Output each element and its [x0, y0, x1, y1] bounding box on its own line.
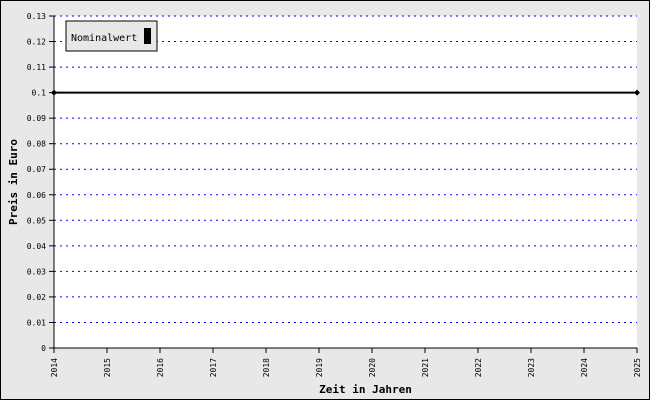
y-tick-label: 0.11: [27, 63, 46, 72]
y-tick-label: 0.03: [27, 267, 46, 276]
data-point: [634, 89, 640, 96]
x-tick-label: 2020: [368, 358, 377, 377]
y-tick-label: 0.04: [27, 242, 46, 251]
plot-area: [54, 16, 637, 348]
y-tick-label: 0: [41, 344, 46, 353]
y-tick-label: 0.02: [27, 293, 46, 302]
y-tick-label: 0.13: [27, 12, 46, 21]
x-tick-label: 2019: [315, 358, 324, 377]
legend-swatch: [144, 28, 151, 44]
y-tick-label: 0.01: [27, 318, 46, 327]
x-tick-label: 2021: [421, 358, 430, 377]
x-tick-label: 2025: [633, 358, 642, 377]
data-point: [51, 89, 57, 96]
y-tick-label: 0.12: [27, 38, 46, 47]
y-tick-label: 0.09: [27, 114, 46, 123]
x-tick-label: 2018: [262, 358, 271, 377]
x-tick-label: 2015: [103, 358, 112, 377]
y-tick-label: 0.07: [27, 165, 46, 174]
legend-label: Nominalwert: [71, 33, 137, 44]
y-tick-label: 0.08: [27, 140, 46, 149]
x-tick-label: 2023: [527, 358, 536, 377]
x-axis-label: Zeit in Jahren: [319, 383, 412, 396]
y-tick-label: 0.1: [32, 89, 47, 98]
x-tick-label: 2024: [580, 358, 589, 377]
y-tick-label: 0.05: [27, 216, 46, 225]
y-tick-label: 0.06: [27, 191, 46, 200]
x-tick-label: 2022: [474, 358, 483, 377]
legend: [65, 20, 158, 52]
y-axis-label: Preis in Euro: [7, 139, 20, 225]
x-tick-label: 2017: [209, 358, 218, 377]
x-tick-label: 2016: [156, 358, 165, 377]
x-tick-label: 2014: [50, 358, 59, 377]
